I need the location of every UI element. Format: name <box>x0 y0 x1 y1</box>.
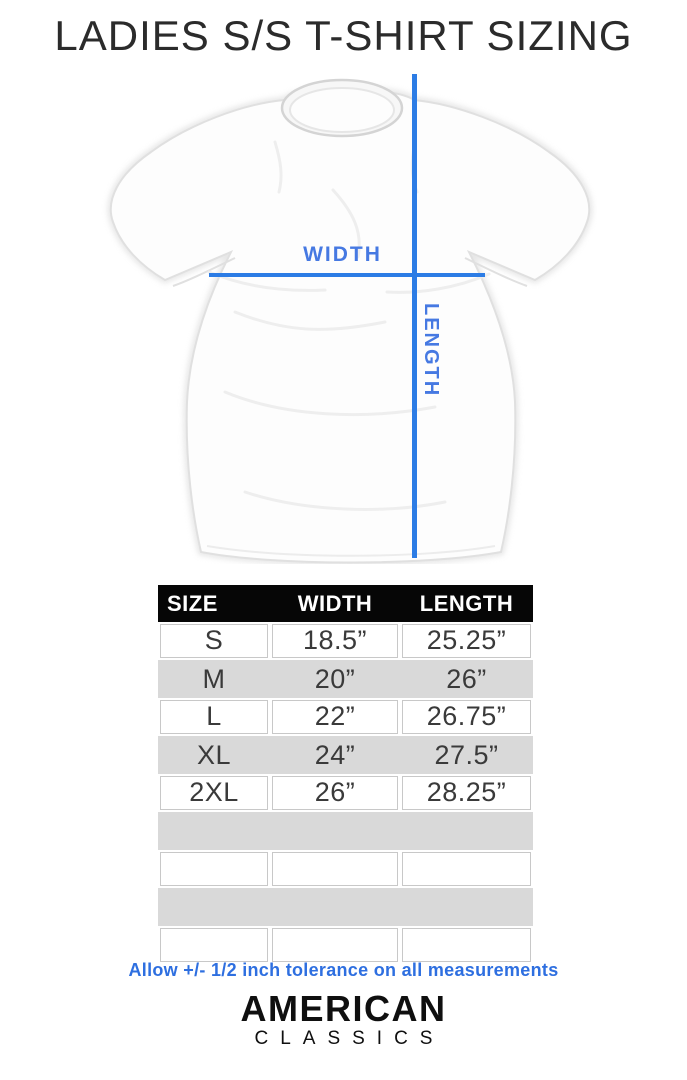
size-cell: L <box>160 700 268 734</box>
table-row-empty <box>158 926 533 964</box>
header-cell-size: SIZE <box>167 590 218 616</box>
table-header-row: SIZE WIDTH LENGTH <box>158 585 533 622</box>
shirt-body <box>109 88 591 564</box>
width-label: WIDTH <box>303 243 382 266</box>
table-row-empty <box>158 812 533 850</box>
bottom-hem <box>206 545 496 557</box>
table-row-empty <box>158 850 533 888</box>
shirt-collar-band <box>289 87 395 133</box>
empty-cell <box>402 852 531 886</box>
length-cell: 26” <box>446 664 487 694</box>
width-cell: 24” <box>314 740 356 770</box>
size-table: SIZE WIDTH LENGTH S 18.5” 25.25” M 20” 2… <box>158 585 533 964</box>
table-row: L 22” 26.75” <box>158 698 533 736</box>
empty-cell <box>272 852 398 886</box>
width-cell: 26” <box>272 776 398 810</box>
size-cell: 2XL <box>160 776 268 810</box>
header-cell-width: WIDTH <box>297 590 373 616</box>
table-row: XL 24” 27.5” <box>158 736 533 774</box>
length-cell: 25.25” <box>402 624 531 658</box>
length-cell: 28.25” <box>402 776 531 810</box>
table-row-empty <box>158 888 533 926</box>
table-row: S 18.5” 25.25” <box>158 622 533 660</box>
brand-subname: CLASSICS <box>254 1028 445 1049</box>
table-row: M 20” 26” <box>158 660 533 698</box>
width-measure-line <box>209 273 485 277</box>
tolerance-note: Allow +/- 1/2 inch tolerance on all meas… <box>128 960 559 980</box>
brand-logo: AMERICAN CLASSICS <box>0 990 687 1050</box>
size-cell: M <box>202 664 226 694</box>
tshirt-illustration <box>107 78 593 564</box>
page-title: LADIES S/S T-SHIRT SIZING <box>54 12 633 59</box>
empty-cell <box>402 928 531 962</box>
size-cell: XL <box>196 740 232 770</box>
width-cell: 18.5” <box>272 624 398 658</box>
left-sleeve-hem <box>172 257 236 287</box>
tshirt-diagram <box>85 72 597 564</box>
brand-name: AMERICAN <box>240 988 447 1029</box>
size-cell: S <box>160 624 268 658</box>
empty-cell <box>160 852 268 886</box>
width-cell: 22” <box>272 700 398 734</box>
length-cell: 27.5” <box>434 740 499 770</box>
length-cell: 26.75” <box>402 700 531 734</box>
length-label: LENGTH <box>420 303 442 398</box>
table-row: 2XL 26” 28.25” <box>158 774 533 812</box>
right-sleeve-hem <box>464 257 528 287</box>
header-cell-length: LENGTH <box>419 590 514 616</box>
empty-cell <box>160 928 268 962</box>
length-measure-line <box>412 74 417 558</box>
empty-cell <box>272 928 398 962</box>
width-cell: 20” <box>314 664 356 694</box>
